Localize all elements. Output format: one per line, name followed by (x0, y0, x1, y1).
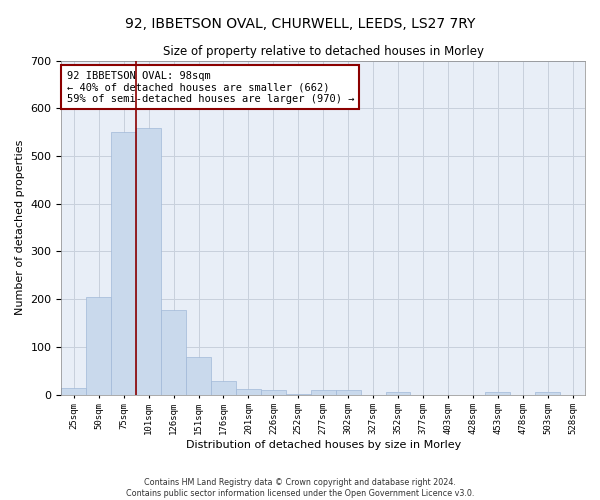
X-axis label: Distribution of detached houses by size in Morley: Distribution of detached houses by size … (185, 440, 461, 450)
Bar (485, 392, 510, 394)
Y-axis label: Number of detached properties: Number of detached properties (15, 140, 25, 315)
Bar (111, 132, 136, 394)
Text: 92, IBBETSON OVAL, CHURWELL, LEEDS, LS27 7RY: 92, IBBETSON OVAL, CHURWELL, LEEDS, LS27… (125, 18, 475, 32)
Bar (236, 389, 261, 394)
Bar (211, 380, 236, 394)
Bar (311, 390, 335, 394)
Bar (386, 392, 410, 394)
Title: Size of property relative to detached houses in Morley: Size of property relative to detached ho… (163, 45, 484, 58)
Text: 92 IBBETSON OVAL: 98sqm
← 40% of detached houses are smaller (662)
59% of semi-d: 92 IBBETSON OVAL: 98sqm ← 40% of detache… (67, 70, 354, 104)
Bar (261, 390, 286, 394)
Bar (535, 392, 560, 394)
Bar (136, 128, 161, 394)
Bar (86, 296, 111, 394)
Bar (161, 310, 186, 394)
Bar (61, 388, 86, 394)
Bar (186, 358, 211, 395)
Text: Contains HM Land Registry data © Crown copyright and database right 2024.
Contai: Contains HM Land Registry data © Crown c… (126, 478, 474, 498)
Bar (335, 390, 361, 394)
